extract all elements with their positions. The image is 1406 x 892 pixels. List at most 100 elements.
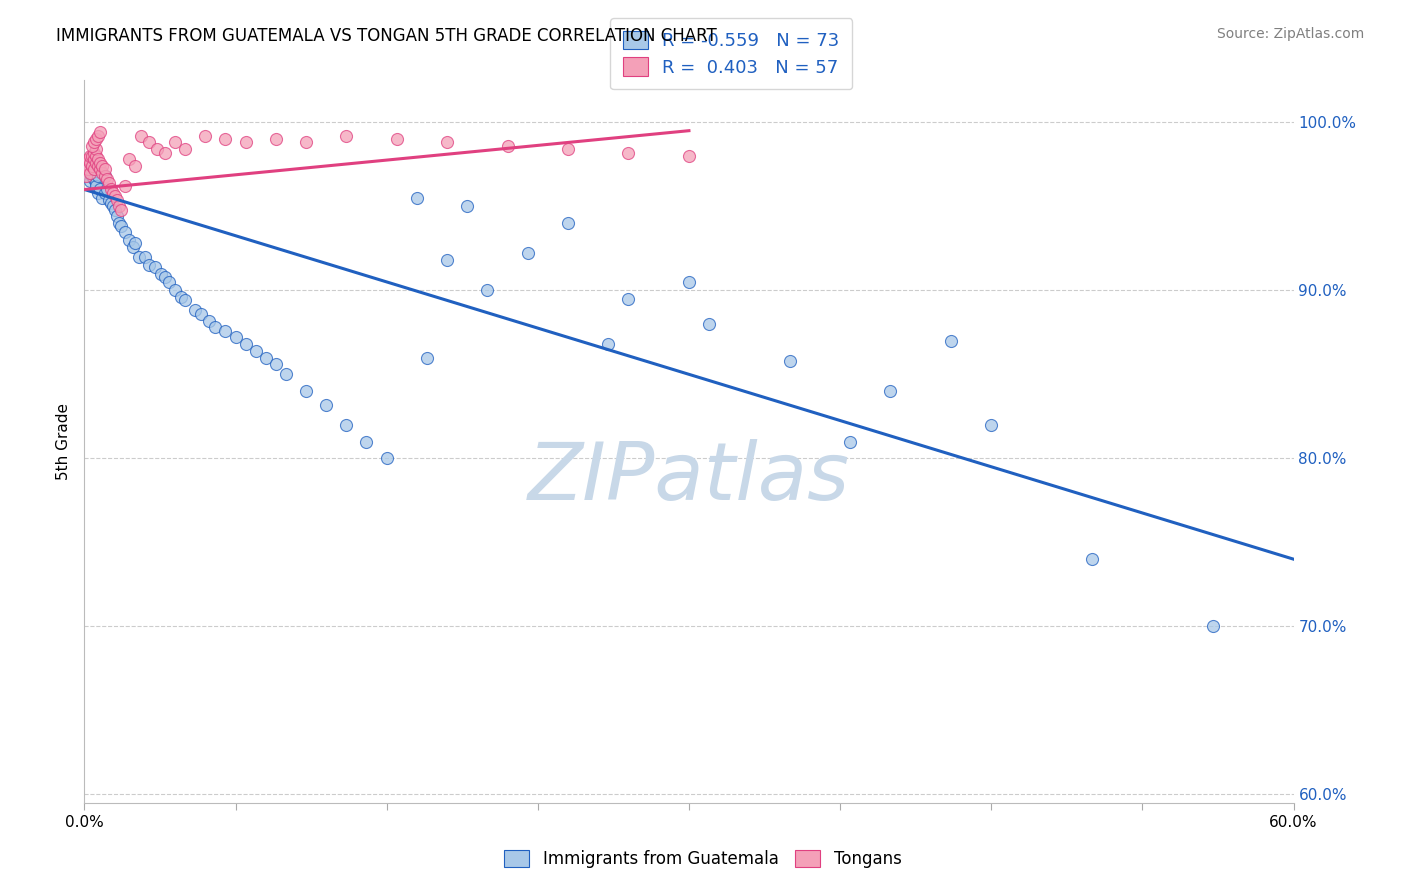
Point (86, 142, 108, 156)
Point (295, 384, 318, 398)
Point (83, 153, 105, 167)
Y-axis label: 5th Grade: 5th Grade (56, 403, 72, 480)
Point (617, 292, 640, 306)
Point (516, 246, 538, 260)
Point (91, 159, 114, 173)
Point (149, 267, 172, 281)
Point (128, 250, 150, 264)
Point (779, 354, 801, 368)
Point (110, 202, 132, 217)
Point (100, 196, 122, 211)
Point (194, 128, 217, 143)
Text: IMMIGRANTS FROM GUATEMALA VS TONGAN 5TH GRADE CORRELATION CHART: IMMIGRANTS FROM GUATEMALA VS TONGAN 5TH … (56, 27, 717, 45)
Point (598, 337, 620, 351)
Point (274, 368, 297, 382)
Point (83, 136, 105, 150)
Point (839, 434, 862, 449)
Point (416, 351, 439, 365)
Point (101, 186, 124, 200)
Point (107, 199, 129, 213)
Point (254, 351, 277, 365)
Point (165, 136, 187, 150)
Point (101, 199, 124, 213)
Point (557, 142, 579, 156)
Point (87, 169, 110, 183)
Point (77, 153, 100, 167)
Point (97, 193, 120, 207)
Point (118, 233, 141, 247)
Point (678, 275, 700, 289)
Point (235, 337, 257, 351)
Point (83, 162, 105, 177)
Point (315, 398, 337, 412)
Point (138, 258, 160, 272)
Point (170, 290, 193, 304)
Point (124, 236, 146, 251)
Point (138, 136, 160, 150)
Point (134, 250, 156, 264)
Point (79, 174, 101, 188)
Point (245, 343, 267, 358)
Point (83, 172, 105, 186)
Point (114, 179, 136, 194)
Point (104, 202, 127, 217)
Point (105, 193, 128, 207)
Point (225, 330, 247, 344)
Point (77, 162, 100, 177)
Point (153, 145, 176, 160)
Point (107, 216, 129, 230)
Point (91, 166, 114, 180)
Point (264, 132, 287, 146)
Point (114, 225, 136, 239)
Point (146, 142, 169, 156)
Point (456, 199, 478, 213)
Point (75, 169, 97, 183)
Point (204, 320, 226, 334)
Text: Source: ZipAtlas.com: Source: ZipAtlas.com (1216, 27, 1364, 41)
Point (87, 159, 110, 173)
Point (697, 317, 720, 331)
Point (335, 128, 357, 143)
Point (75, 166, 97, 180)
Point (75, 157, 97, 171)
Point (93, 169, 115, 183)
Point (93, 169, 115, 183)
Point (174, 293, 197, 308)
Text: ZIPatlas: ZIPatlas (527, 439, 851, 516)
Point (214, 324, 236, 338)
Point (264, 357, 287, 371)
Point (198, 313, 221, 327)
Point (939, 334, 962, 348)
Point (96, 172, 118, 186)
Point (79, 166, 101, 180)
Point (77, 157, 100, 171)
Point (97, 176, 120, 190)
Point (87, 186, 110, 200)
Point (184, 303, 207, 318)
Point (980, 417, 1002, 432)
Point (157, 275, 180, 289)
Point (436, 253, 458, 268)
Point (82, 159, 104, 173)
Point (93, 186, 115, 200)
Point (86, 132, 108, 146)
Point (82, 169, 104, 183)
Point (105, 210, 128, 224)
Point (356, 434, 378, 449)
Point (121, 239, 143, 253)
Point (375, 451, 398, 466)
Point (96, 182, 118, 196)
Point (104, 189, 127, 203)
Point (295, 136, 318, 150)
Point (406, 191, 429, 205)
Point (83, 162, 105, 177)
Legend: R = -0.559   N = 73, R =  0.403   N = 57: R = -0.559 N = 73, R = 0.403 N = 57 (610, 18, 852, 89)
Point (496, 138, 519, 153)
Point (79, 162, 101, 177)
Point (385, 132, 408, 146)
Point (335, 417, 357, 432)
Point (436, 136, 458, 150)
Point (86, 176, 108, 190)
Point (100, 182, 122, 196)
Point (79, 149, 101, 163)
